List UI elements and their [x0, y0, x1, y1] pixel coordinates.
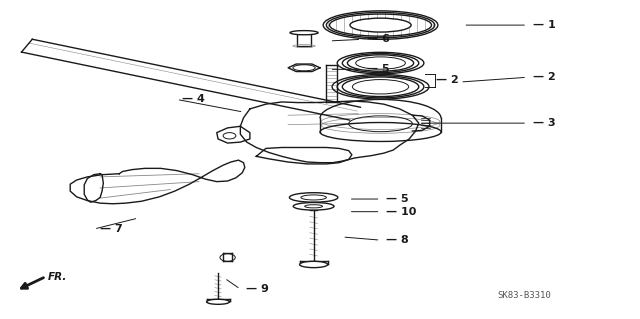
Text: — 9: — 9	[246, 284, 269, 294]
Text: — 3: — 3	[533, 118, 556, 128]
Text: — 8: — 8	[387, 235, 409, 245]
Ellipse shape	[300, 261, 328, 268]
Text: SK83-B3310: SK83-B3310	[497, 291, 551, 300]
Text: — 6: — 6	[367, 34, 390, 44]
Ellipse shape	[293, 203, 334, 210]
Ellipse shape	[289, 193, 338, 202]
Text: — 7: — 7	[100, 224, 122, 234]
Text: — 5: — 5	[387, 194, 409, 204]
Text: — 1: — 1	[533, 20, 556, 30]
Text: — 10: — 10	[387, 207, 417, 217]
Ellipse shape	[207, 299, 230, 304]
Text: — 2: — 2	[533, 72, 556, 82]
Text: FR.: FR.	[48, 272, 67, 282]
Text: — 2: — 2	[436, 76, 459, 85]
Text: — 4: — 4	[182, 94, 205, 104]
Ellipse shape	[290, 31, 318, 35]
Text: — 5: — 5	[367, 64, 390, 74]
